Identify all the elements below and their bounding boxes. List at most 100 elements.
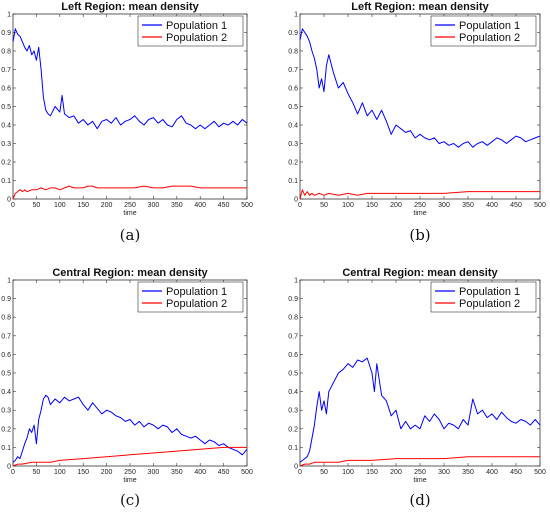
y-tick-label: 0 <box>294 464 298 471</box>
chart-title: Left Region: mean density <box>61 1 199 13</box>
y-tick-label: 0.4 <box>1 389 11 396</box>
chart-title: Central Region: mean density <box>52 267 208 279</box>
y-tick-label: 0.1 <box>288 178 298 185</box>
y-tick-label: 0.8 <box>288 315 298 322</box>
y-tick-label: 0 <box>7 464 11 471</box>
x-tick-label: 450 <box>218 202 230 209</box>
y-tick-label: 0.1 <box>288 445 298 452</box>
legend-label: Population 2 <box>166 32 227 44</box>
x-axis-label: time <box>413 210 426 217</box>
series-line-1 <box>12 28 248 130</box>
legend-box <box>430 281 537 313</box>
y-tick-label: 0.3 <box>1 141 11 148</box>
y-tick-label: 0.4 <box>288 389 298 396</box>
y-tick-label: 1 <box>294 12 298 19</box>
y-tick-label: 0.5 <box>288 371 298 378</box>
y-tick-label: 0.1 <box>1 445 11 452</box>
x-tick-label: 500 <box>241 469 253 476</box>
x-tick-label: 450 <box>510 202 522 209</box>
x-tick-label: 50 <box>320 202 328 209</box>
y-tick-label: 0.7 <box>288 67 298 74</box>
y-tick-label: 0.2 <box>288 160 298 167</box>
chart-title: Central Region: mean density <box>342 267 498 279</box>
x-tick-label: 150 <box>77 202 89 209</box>
legend-box <box>137 15 244 47</box>
y-tick-label: 0.3 <box>288 141 298 148</box>
series-line-2 <box>299 456 540 467</box>
y-tick-label: 0.6 <box>1 86 11 93</box>
panel-caption: (c) <box>120 491 140 509</box>
x-tick-label: 300 <box>438 469 450 476</box>
x-tick-label: 250 <box>414 202 426 209</box>
legend-box <box>137 281 244 313</box>
x-tick-label: 250 <box>124 202 136 209</box>
x-tick-label: 150 <box>77 469 89 476</box>
x-tick-label: 100 <box>54 202 66 209</box>
x-axis-label: time <box>123 210 136 217</box>
x-tick-label: 50 <box>320 469 328 476</box>
x-tick-label: 250 <box>124 469 136 476</box>
panel-caption: (b) <box>409 226 430 244</box>
x-axis-label: time <box>413 477 426 484</box>
legend-label: Population 1 <box>166 20 227 32</box>
y-tick-label: 0.9 <box>288 296 298 303</box>
panel-caption: (d) <box>409 491 430 509</box>
series-line-1 <box>299 28 541 148</box>
y-tick-label: 0.6 <box>288 352 298 359</box>
chart-panel-0: Left Region: mean density 0 0.1 0.2 0.3 0.4 0.… <box>1 1 253 217</box>
x-tick-label: 400 <box>194 202 206 209</box>
y-tick-label: 0 <box>7 197 11 204</box>
y-tick-label: 0.2 <box>1 426 11 433</box>
x-tick-label: 150 <box>366 202 378 209</box>
series-line-1 <box>12 394 248 463</box>
y-tick-label: 0.8 <box>1 315 11 322</box>
x-tick-label: 200 <box>101 469 113 476</box>
series-line-2 <box>12 446 247 467</box>
x-tick-label: 150 <box>366 469 378 476</box>
y-tick-label: 0.3 <box>1 408 11 415</box>
x-tick-label: 50 <box>33 202 41 209</box>
y-tick-label: 1 <box>294 278 298 285</box>
x-tick-label: 400 <box>486 202 498 209</box>
x-tick-label: 100 <box>342 469 354 476</box>
y-tick-label: 0.9 <box>1 30 11 37</box>
y-tick-label: 0.3 <box>288 408 298 415</box>
x-tick-label: 350 <box>171 202 183 209</box>
x-tick-label: 400 <box>194 469 206 476</box>
y-tick-label: 0.7 <box>1 67 11 74</box>
legend-label: Population 1 <box>459 20 520 32</box>
legend-label: Population 2 <box>459 298 520 310</box>
y-tick-label: 0.4 <box>288 123 298 130</box>
x-tick-label: 450 <box>218 469 230 476</box>
legend-label: Population 1 <box>166 286 227 298</box>
y-tick-label: 0.5 <box>1 371 11 378</box>
chart-panel-3: Central Region: mean density 0 0.1 0.2 0.3 0.… <box>288 267 546 484</box>
x-axis-label: time <box>123 477 136 484</box>
x-tick-label: 300 <box>438 202 450 209</box>
chart-title: Left Region: mean density <box>351 1 489 13</box>
x-tick-label: 200 <box>101 202 113 209</box>
x-tick-label: 100 <box>54 469 66 476</box>
legend-label: Population 1 <box>459 286 520 298</box>
x-tick-label: 500 <box>534 202 546 209</box>
x-tick-label: 100 <box>342 202 354 209</box>
x-tick-label: 500 <box>534 469 546 476</box>
chart-panel-1: Left Region: mean density 0 0.1 0.2 0.3 0.4 0.… <box>288 1 546 217</box>
x-tick-label: 50 <box>33 469 41 476</box>
chart-panel-2: Central Region: mean density 0 0.1 0.2 0.3 0.… <box>1 267 253 484</box>
y-tick-label: 0.8 <box>288 49 298 56</box>
x-tick-label: 500 <box>241 202 253 209</box>
x-tick-label: 0 <box>298 469 302 476</box>
x-tick-label: 0 <box>11 469 15 476</box>
legend-label: Population 2 <box>459 32 520 44</box>
x-tick-label: 400 <box>486 469 498 476</box>
y-tick-label: 0.2 <box>1 160 11 167</box>
y-tick-label: 0.6 <box>288 86 298 93</box>
y-tick-label: 0.5 <box>288 104 298 111</box>
y-tick-label: 0.9 <box>1 296 11 303</box>
series-line-2 <box>12 185 247 200</box>
x-tick-label: 0 <box>298 202 302 209</box>
x-tick-label: 350 <box>171 469 183 476</box>
y-tick-label: 0.1 <box>1 178 11 185</box>
